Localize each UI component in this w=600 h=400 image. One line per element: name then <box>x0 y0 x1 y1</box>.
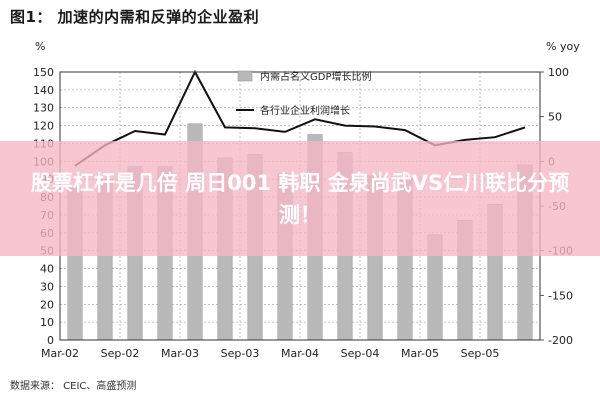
legend-bar-label: 内需占名义GDP增长比例 <box>260 70 371 83</box>
overlay-banner[interactable]: 股票杠杆是几倍 周日001 韩职 金泉尚武VS仁川联比分预测！ <box>0 141 600 256</box>
y-right-tick-label: 100 <box>548 66 569 79</box>
x-tick-label: Sep-02 <box>101 347 140 360</box>
x-tick-label: Sep-03 <box>221 347 260 360</box>
y-right-tick-label: -150 <box>548 289 573 302</box>
y-left-tick-label: 30 <box>40 280 54 293</box>
x-tick-label: Mar-05 <box>401 347 439 360</box>
x-tick-label: Mar-04 <box>281 347 319 360</box>
y-left-tick-label: 120 <box>33 120 54 133</box>
legend-bar-swatch <box>237 70 253 82</box>
legend-line-label: 各行业企业利润增长 <box>260 104 350 117</box>
y-left-tick-label: 130 <box>33 102 54 115</box>
x-tick-label: Mar-03 <box>161 347 199 360</box>
y-left-unit: % <box>35 40 45 53</box>
y-right-tick-label: 50 <box>548 111 562 124</box>
x-tick-label: Sep-04 <box>341 347 380 360</box>
y-right-tick-label: -200 <box>548 334 573 347</box>
y-left-tick-label: 150 <box>33 66 54 79</box>
x-tick-label: Mar-02 <box>41 347 79 360</box>
y-left-tick-label: 20 <box>40 298 54 311</box>
y-left-tick-label: 140 <box>33 84 54 97</box>
figure-title: 图1： 加速的内需和反弹的企业盈利 <box>10 8 260 26</box>
y-left-tick-label: 40 <box>40 263 54 276</box>
y-left-tick-label: 10 <box>40 316 54 329</box>
y-right-unit: % yoy <box>546 40 580 53</box>
data-source: 数据来源： CEIC、高盛预测 <box>10 381 137 392</box>
x-tick-label: Sep-05 <box>461 347 500 360</box>
overlay-banner-text[interactable]: 股票杠杆是几倍 周日001 韩职 金泉尚武VS仁川联比分预测！ <box>30 170 570 227</box>
y-left-tick-label: 0 <box>47 334 54 347</box>
